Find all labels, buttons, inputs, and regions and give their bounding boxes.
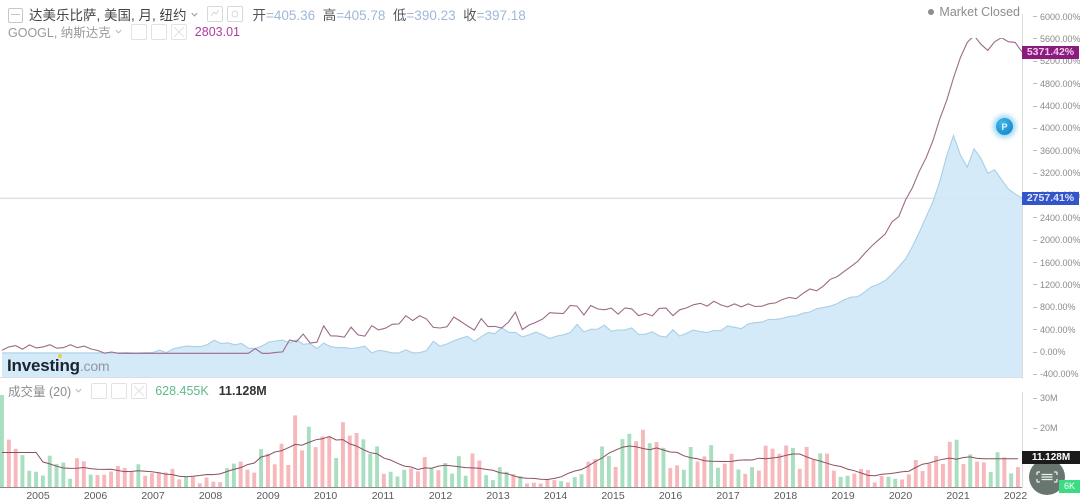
svg-text:P: P: [1001, 122, 1007, 132]
